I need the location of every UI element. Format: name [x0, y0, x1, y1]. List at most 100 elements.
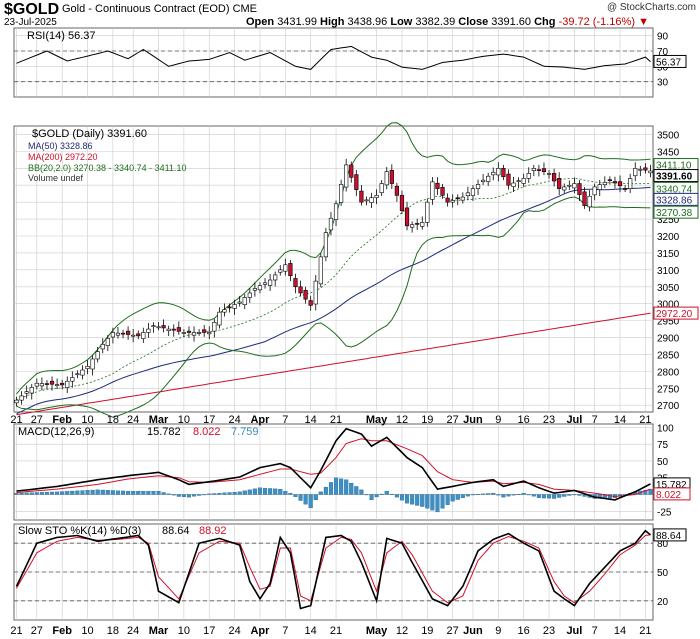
x-axis-tick-label: 27	[447, 625, 459, 637]
sto-legend-d: 88.92	[199, 525, 227, 537]
macd-histogram-bar	[156, 490, 161, 495]
macd-histogram-bar	[562, 494, 567, 497]
macd-histogram-bar	[435, 494, 440, 513]
candle-body	[34, 382, 39, 387]
macd-histogram-bar	[202, 494, 207, 496]
candle-body	[318, 256, 323, 285]
x-axis-tick-label: 7	[282, 625, 288, 637]
x-axis-tick-label: 24	[228, 625, 240, 637]
panel-frame-rsi	[13, 27, 654, 98]
macd-histogram-bar	[415, 494, 420, 506]
macd-histogram-bar	[126, 490, 131, 495]
macd-histogram-bar	[313, 494, 318, 501]
x-axis-tick-label: 21	[639, 414, 651, 426]
macd-tick-label: 50	[657, 457, 669, 468]
candle-body	[445, 197, 450, 203]
macd-histogram-bar	[232, 491, 237, 495]
x-axis-tick-label: 23	[543, 625, 555, 637]
candle-body	[202, 329, 207, 333]
candle-body	[638, 168, 643, 171]
candle-body	[415, 223, 420, 225]
candle-body	[29, 387, 34, 394]
rsi-tick-label: 30	[657, 78, 669, 89]
price-tick-label: 3050	[657, 283, 680, 294]
macd-histogram-bar	[49, 491, 55, 495]
x-axis-tick-label: 14	[305, 625, 317, 637]
macd-histogram-bar	[536, 494, 541, 498]
candle-body	[628, 178, 633, 189]
price-value-tag-label: 3340.74	[656, 184, 693, 195]
macd-histogram-bar	[146, 490, 151, 495]
macd-histogram-bar	[496, 494, 501, 496]
price-tick-label: 3500	[657, 130, 680, 141]
x-axis-tick-label: 24	[127, 414, 139, 426]
candle-body	[283, 264, 288, 272]
candle-body	[232, 304, 237, 309]
bb-middle-band	[16, 177, 651, 401]
macd-histogram-bar	[389, 494, 394, 495]
candle-body	[379, 183, 384, 193]
macd-histogram-bar	[252, 488, 257, 495]
macd-histogram-bar	[557, 494, 562, 498]
chart-header: $GOLD Gold - Continuous Contract (EOD) C…	[0, 0, 700, 28]
macd-histogram-bar	[541, 494, 547, 499]
rsi-value-tag-label: 56.37	[656, 57, 681, 68]
macd-histogram-bar	[450, 494, 455, 502]
macd-histogram-bar	[95, 489, 100, 495]
price-value-tag	[653, 205, 699, 219]
price-value-tag	[653, 192, 699, 206]
x-axis-tick-label: 19	[421, 414, 433, 426]
macd-histogram-bar	[572, 494, 577, 496]
macd-histogram-bar	[481, 493, 486, 495]
x-axis-tick-label: 12	[396, 414, 408, 426]
candle-body	[176, 327, 181, 332]
candle-body	[364, 199, 369, 202]
candle-body	[470, 188, 476, 196]
macd-histogram-bar	[506, 494, 511, 497]
macd-histogram-bar	[323, 486, 328, 495]
x-axis-tick-label: Apr	[250, 414, 270, 426]
x-axis-tick-label: 21	[330, 414, 342, 426]
price-value-tag-label: 3391.60	[656, 172, 693, 183]
candle-body	[420, 222, 425, 227]
candle-body	[268, 279, 273, 286]
macd-histogram-bar	[222, 492, 227, 495]
candle-body	[465, 192, 470, 197]
candle-body	[328, 217, 334, 231]
candle-body	[612, 181, 618, 184]
x-axis-tick-label: 24	[228, 414, 240, 426]
stockcharts-watermark[interactable]: @ StockCharts.com	[606, 2, 696, 13]
macd-histogram-bar	[404, 494, 410, 504]
candle-body	[227, 306, 232, 309]
sto-tick-label: 50	[657, 568, 669, 579]
macd-histogram-bar	[308, 494, 313, 509]
candle-body	[349, 164, 354, 178]
candle-body	[455, 197, 460, 200]
price-tick-label: 3150	[657, 249, 680, 260]
x-axis-tick-label: 21	[10, 414, 22, 426]
candle-body	[105, 338, 110, 346]
macd-histogram-bar	[318, 491, 323, 495]
candle-body	[131, 334, 136, 337]
x-axis-tick-label: 17	[203, 414, 215, 426]
macd-histogram-bar	[384, 490, 389, 495]
candle-body	[293, 278, 298, 288]
symbol-title: $GOLD	[4, 1, 60, 18]
candle-body	[14, 399, 19, 404]
macd-histogram-bar	[39, 492, 44, 495]
x-axis-tick-label: 14	[305, 414, 317, 426]
price-value-tag-label: 3411.10	[656, 161, 692, 172]
x-axis-tick-label: Jun	[463, 414, 483, 426]
candle-body	[156, 326, 161, 329]
candle-body	[597, 184, 602, 190]
price-value-tag-label: 3328.86	[656, 195, 693, 206]
candle-body	[90, 358, 95, 370]
x-axis-tick-label: 12	[396, 625, 408, 637]
candle-body	[288, 263, 293, 277]
macd-histogram-bar	[374, 494, 379, 498]
price-value-tag	[653, 306, 699, 320]
macd-legend-signal: 8.022	[193, 426, 221, 438]
sto-tick-label: 20	[657, 597, 669, 608]
sto-value-tag-label: 88.64	[656, 531, 681, 542]
candle-body	[648, 170, 653, 174]
